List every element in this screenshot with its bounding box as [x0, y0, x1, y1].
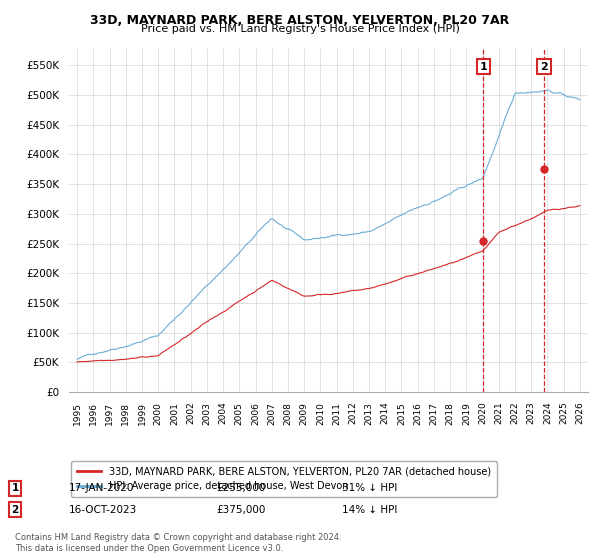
- Text: 1: 1: [479, 62, 487, 72]
- Text: 17-JAN-2020: 17-JAN-2020: [69, 483, 134, 493]
- Text: 14% ↓ HPI: 14% ↓ HPI: [342, 505, 397, 515]
- Text: 33D, MAYNARD PARK, BERE ALSTON, YELVERTON, PL20 7AR: 33D, MAYNARD PARK, BERE ALSTON, YELVERTO…: [91, 14, 509, 27]
- Legend: 33D, MAYNARD PARK, BERE ALSTON, YELVERTON, PL20 7AR (detached house), HPI: Avera: 33D, MAYNARD PARK, BERE ALSTON, YELVERTO…: [71, 460, 497, 497]
- Text: £255,000: £255,000: [216, 483, 265, 493]
- Text: £375,000: £375,000: [216, 505, 265, 515]
- Text: Contains HM Land Registry data © Crown copyright and database right 2024.
This d: Contains HM Land Registry data © Crown c…: [15, 533, 341, 553]
- Text: 31% ↓ HPI: 31% ↓ HPI: [342, 483, 397, 493]
- Text: 16-OCT-2023: 16-OCT-2023: [69, 505, 137, 515]
- Text: 1: 1: [11, 483, 19, 493]
- Text: 2: 2: [11, 505, 19, 515]
- Text: Price paid vs. HM Land Registry's House Price Index (HPI): Price paid vs. HM Land Registry's House …: [140, 24, 460, 34]
- Text: 2: 2: [540, 62, 548, 72]
